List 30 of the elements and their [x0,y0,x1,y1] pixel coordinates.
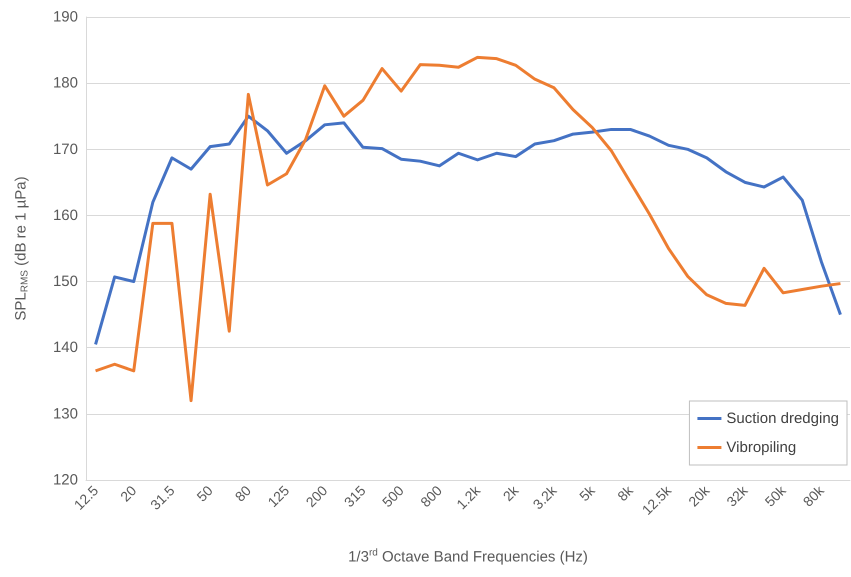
x-tick-label: 80 [232,482,254,505]
legend-label: Suction dredging [726,410,840,427]
line-series [94,56,842,402]
x-tick-label: 80k [800,482,828,510]
x-tick-label: 32k [723,482,752,510]
x-tick-label: 125 [264,482,292,510]
legend-label: Vibropiling [726,439,796,456]
x-tick-label: 20k [685,482,714,510]
x-tick-label: 50 [193,482,216,505]
x-tick-label: 2k [500,482,522,504]
y-tick-label: 150 [52,273,78,290]
x-tick-label: 1.2k [453,482,484,512]
y-tick-label: 140 [52,339,78,356]
y-tick-label: 120 [52,472,78,488]
line-series [94,114,842,346]
x-tick-label: 8k [614,482,637,504]
y-tick-label: 160 [52,206,78,224]
y-tick-label: 170 [52,140,78,158]
x-tick-label: 315 [340,482,369,510]
y-tick-label: 190 [52,8,78,26]
y-tick-label: 180 [52,74,78,92]
y-tick-label: 130 [52,405,78,422]
x-tick-label: 800 [417,482,446,510]
x-tick-label: 500 [378,482,407,510]
x-tick-label: 3.2k [530,482,560,512]
y-axis-title: SPLRMS (dB re 1 µPa) [12,176,30,321]
x-tick-label: 5k [576,482,599,504]
x-tick-label: 50k [762,482,790,510]
x-tick-label: 200 [302,482,331,510]
x-tick-label: 20 [117,482,140,505]
